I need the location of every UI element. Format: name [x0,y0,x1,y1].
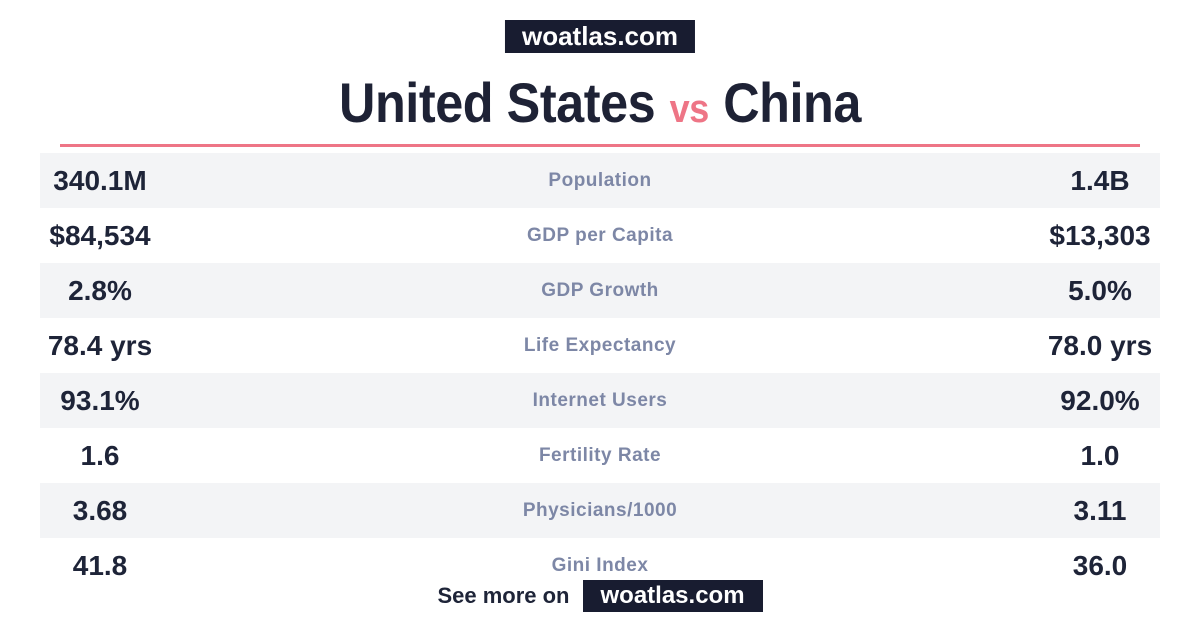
us-value: 1.6 [80,439,120,471]
table-row: 2.8% GDP Growth 5.0% [40,263,1160,318]
us-value: 340.1M [53,164,147,196]
footer-text: See more on [437,583,570,608]
us-value: 2.8% [68,274,132,306]
metric-label: Gini Index [551,554,649,576]
us-value: 78.4 yrs [47,329,153,361]
page-title: United States vs China [60,74,1140,138]
metric-label: Fertility Rate [538,444,662,466]
china-value: 1.4B [1070,164,1130,196]
table-row: 93.1% Internet Users 92.0% [40,373,1160,428]
metric-label: GDP per Capita [526,224,674,246]
table-row: 41.8 Gini Index 36.0 [40,538,1160,593]
china-value: 5.0% [1068,274,1132,306]
us-value: 3.68 [72,494,128,526]
metric-label: Internet Users [532,389,668,411]
china-value: $13,303 [1049,219,1151,251]
us-value: $84,534 [49,219,151,251]
china-value: 3.11 [1073,494,1127,526]
table-row: 1.6 Fertility Rate 1.0 [40,428,1160,483]
table-row: $84,534 GDP per Capita $13,303 [40,208,1160,263]
title-divider [60,144,1140,147]
metric-label: GDP Growth [541,279,659,301]
title-country-right: China [723,71,861,134]
site-badge-top[interactable]: woatlas.com [504,20,696,53]
table-row: 78.4 yrs Life Expectancy 78.0 yrs [40,318,1160,373]
china-value: 1.0 [1080,439,1120,471]
china-value: 92.0% [1060,384,1140,416]
table-row: 340.1M Population 1.4B [40,153,1160,208]
us-value: 41.8 [72,549,128,581]
site-badge-bottom[interactable]: woatlas.com [582,580,763,612]
metric-label: Physicians/1000 [522,499,678,521]
vs-separator: vs [669,87,710,131]
china-value: 36.0 [1072,549,1128,581]
us-value: 93.1% [60,384,140,416]
comparison-table: 340.1M Population 1.4B $84,534 GDP per C… [40,153,1160,593]
china-value: 78.0 yrs [1047,329,1153,361]
metric-label: Life Expectancy [523,334,677,356]
footer: See more on woatlas.com [0,580,1200,612]
metric-label: Population [548,169,652,191]
title-country-left: United States [339,71,656,134]
table-row: 3.68 Physicians/1000 3.11 [40,483,1160,538]
